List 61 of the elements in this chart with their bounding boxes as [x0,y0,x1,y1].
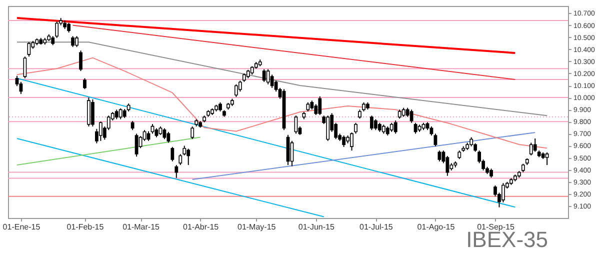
candlestick [390,122,394,132]
candlestick [490,168,493,178]
candlestick [262,68,266,82]
candlestick [354,122,358,134]
candlestick [190,126,194,140]
candlestick [529,142,533,156]
candlestick [234,84,238,98]
candlestick [326,115,330,142]
candlestick [410,109,414,124]
candlestick [186,148,190,166]
candlestick [370,115,374,131]
candlestick [130,120,134,131]
x-tick-label: 01-Jun-15 [298,222,335,232]
candlestick [533,138,537,152]
x-tick-label: 01-May-15 [237,222,276,232]
candlestick [310,100,314,110]
candlestick [87,97,90,127]
candlestick [470,136,474,147]
candlestick [174,164,178,178]
candlestick [438,150,442,162]
candlestick [270,74,274,88]
x-tick-label: 01-Mar-15 [122,222,160,232]
candlestick [402,107,406,118]
candlestick [398,109,402,120]
candlestick [218,102,222,112]
x-tick-label: 01-Ago-15 [417,222,456,232]
line-series [16,57,548,149]
candlestick [502,182,505,203]
candlestick [75,36,78,48]
candlestick [386,126,390,136]
candlestick [382,124,386,134]
candlestick [71,36,74,48]
candlestick [91,98,94,127]
candlestick [166,131,170,144]
candlestick [318,96,322,116]
candlestick [434,133,438,147]
candlestick [83,78,86,90]
candlestick [342,134,346,148]
candlestick [134,133,138,158]
candlestick [27,42,31,58]
x-tick-label: 01-Jul-15 [360,222,394,232]
x-tick-label: 01-Feb-15 [66,222,104,232]
candlestick [266,68,270,85]
candlestick [79,50,82,72]
candlestick [170,146,174,162]
candlestick [154,128,158,138]
x-tick-label: 01-Abr-15 [183,222,220,232]
candlestick [374,118,378,131]
candlestick [378,122,382,132]
candlestick [67,22,70,33]
x-tick-label: 01-Sep-15 [477,222,515,232]
candlestick [430,126,434,136]
candlestick [394,120,398,134]
candlestick [162,128,166,140]
candlestick [118,108,122,120]
candlestick [306,102,310,112]
candlestick [98,121,102,142]
x-tick-label: 01-Ene-15 [2,222,41,232]
candlestick [545,152,549,166]
candlestick [114,109,118,120]
candlestick [350,132,354,152]
